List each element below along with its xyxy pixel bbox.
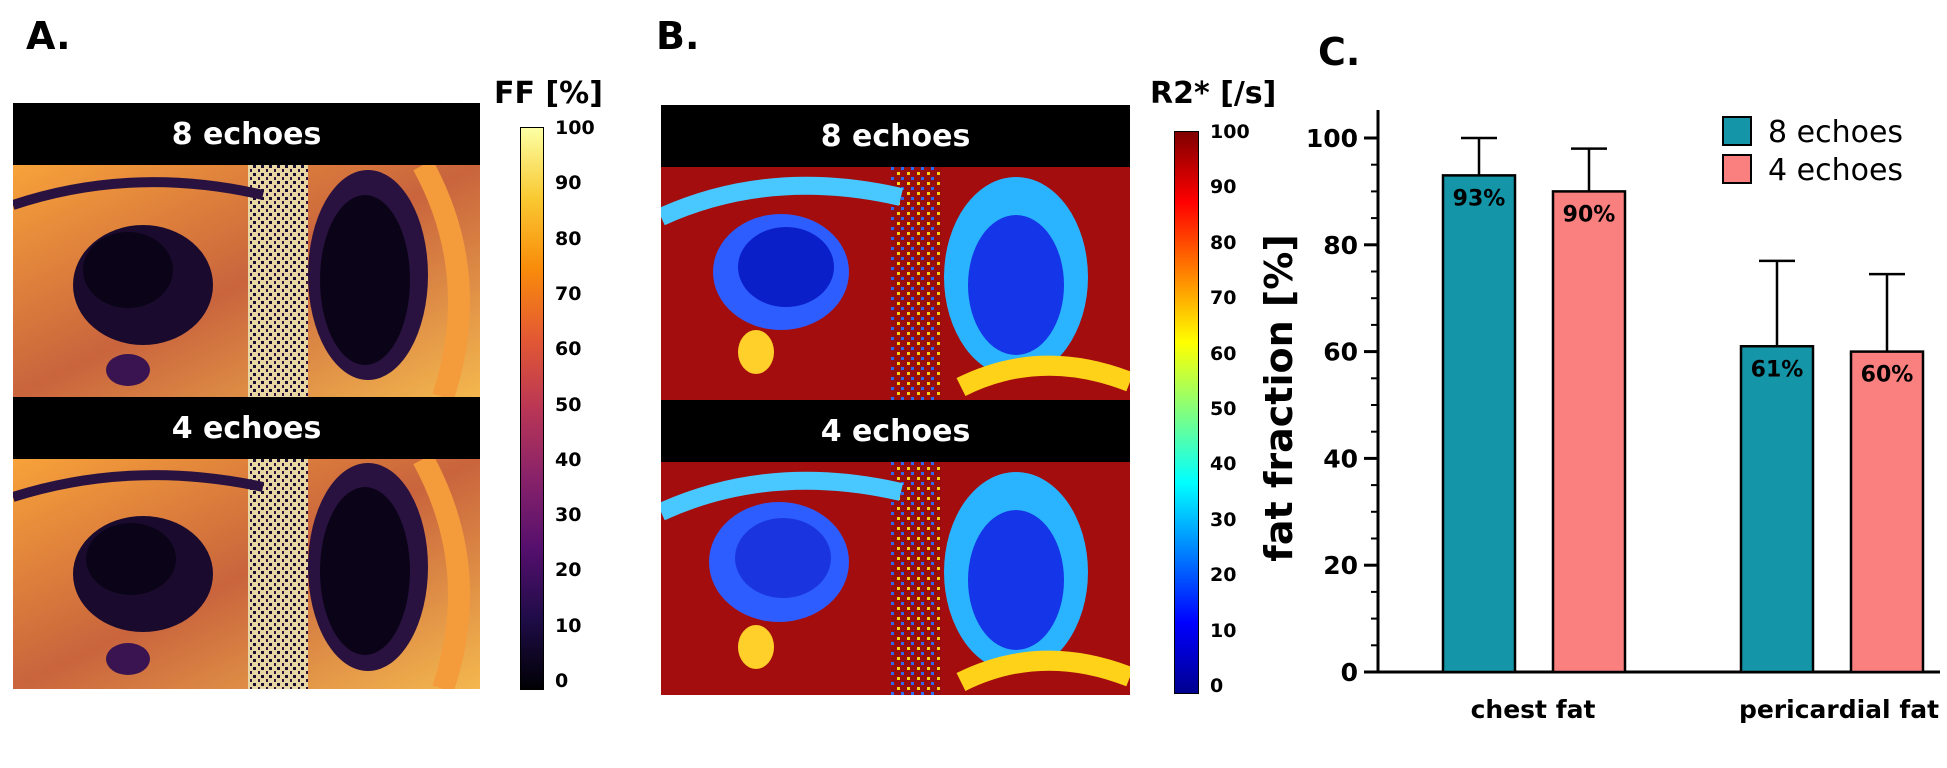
- data-label: 61%: [1751, 357, 1804, 382]
- ff-colorbar: [520, 127, 544, 690]
- panel-a-bottom-label: 4 echoes: [13, 397, 480, 459]
- ff-colorbar-tick: 30: [555, 504, 582, 527]
- r2star-colorbar-title: R2* [/s]: [1150, 76, 1277, 111]
- ff-colorbar-tick: 60: [555, 338, 582, 361]
- r2star-map-4-echoes: [661, 462, 1130, 695]
- panel-a-letter: A.: [26, 14, 71, 58]
- ff-map-4-echoes: [13, 459, 480, 689]
- ff-colorbar-tick: 50: [555, 393, 582, 416]
- legend-swatch: [1722, 116, 1752, 146]
- bar-chest-fat-8-echoes: [1441, 174, 1517, 674]
- legend-label: 8 echoes: [1768, 115, 1903, 150]
- ff-colorbar-tick: 0: [555, 670, 569, 692]
- y-axis-label: fat fraction [%]: [1257, 234, 1301, 561]
- ff-map-8-echoes: [13, 165, 480, 397]
- panel-a-top-label: 8 echoes: [13, 103, 480, 165]
- data-label: 93%: [1453, 186, 1506, 211]
- data-label: 90%: [1563, 202, 1616, 227]
- r2star-colorbar-tick: 50: [1210, 398, 1237, 420]
- panel-b-top-label: 8 echoes: [661, 105, 1130, 167]
- data-label: 60%: [1861, 363, 1914, 388]
- ff-colorbar-tick: 100: [555, 117, 595, 139]
- panel-b-maps: 8 echoes 4 echoes: [661, 105, 1130, 695]
- r2star-colorbar-tick: 90: [1210, 176, 1237, 199]
- ff-colorbar-tick: 10: [555, 614, 582, 637]
- y-tick-label: 80: [1323, 231, 1358, 260]
- x-tick-label: chest fat: [1471, 695, 1596, 724]
- ff-colorbar-title: FF [%]: [494, 76, 603, 111]
- bar-chest-fat-4-echoes: [1551, 190, 1627, 674]
- x-tick-label: pericardial fat: [1739, 695, 1939, 724]
- bar-pericardial-fat-4-echoes: [1849, 350, 1925, 674]
- r2star-colorbar: [1174, 131, 1199, 694]
- r2star-colorbar-tick: 30: [1210, 508, 1237, 531]
- r2star-colorbar-tick: 10: [1210, 619, 1237, 642]
- ff-colorbar-tick: 80: [555, 227, 582, 250]
- panel-a-maps: 8 echoes 4 echoes: [13, 103, 480, 689]
- ff-colorbar-tick: 40: [555, 448, 582, 471]
- r2star-colorbar-tick: 60: [1210, 342, 1237, 365]
- panel-b-letter: B.: [656, 14, 700, 58]
- r2star-colorbar-tick: 40: [1210, 453, 1237, 476]
- r2star-colorbar-tick: 70: [1210, 287, 1237, 310]
- r2star-colorbar-tick: 0: [1210, 675, 1224, 697]
- bar-pericardial-fat-8-echoes: [1739, 345, 1815, 674]
- ff-colorbar-tick: 70: [555, 282, 582, 305]
- panel-c-letter: C.: [1318, 30, 1361, 74]
- y-tick-label: 40: [1323, 444, 1358, 473]
- y-tick-label: 60: [1323, 338, 1358, 367]
- ff-colorbar-tick: 90: [555, 172, 582, 195]
- r2star-map-8-echoes: [661, 167, 1130, 400]
- panel-b-bottom-label: 4 echoes: [661, 400, 1130, 462]
- r2star-colorbar-tick: 100: [1210, 121, 1250, 143]
- y-tick-label: 0: [1341, 658, 1358, 687]
- ff-colorbar-tick: 20: [555, 559, 582, 582]
- r2star-colorbar-tick: 80: [1210, 231, 1237, 254]
- legend-label: 4 echoes: [1768, 153, 1903, 188]
- r2star-colorbar-tick: 20: [1210, 564, 1237, 587]
- y-tick-label: 20: [1323, 551, 1358, 580]
- y-tick-label: 100: [1306, 124, 1358, 153]
- legend-swatch: [1722, 154, 1752, 184]
